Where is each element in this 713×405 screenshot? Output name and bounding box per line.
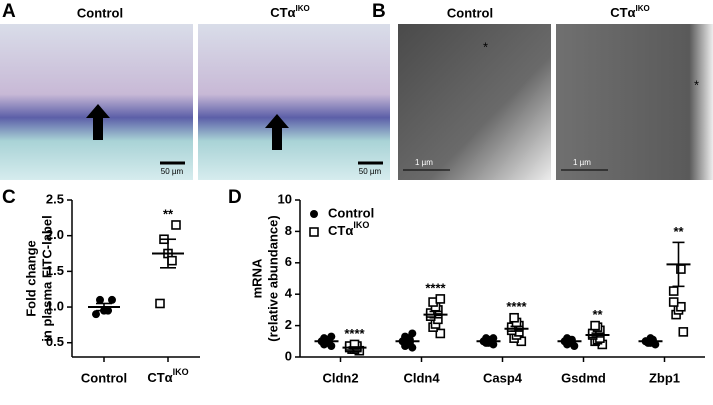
data-point: [310, 210, 318, 218]
y-axis-label: in plasma FITC-label: [39, 215, 54, 341]
title-sup: IKO: [296, 4, 310, 13]
image-marker: *: [694, 77, 699, 92]
y-tick-label: 1.0: [46, 298, 64, 313]
y-tick-label: 6: [285, 254, 292, 269]
panel-b: B Control CTαIKO * * 1 µm 1 µm: [372, 1, 713, 180]
data-point: [155, 298, 165, 309]
y-tick-label: 10: [278, 191, 292, 206]
y-tick-label: 2.5: [46, 191, 64, 206]
significance: ****: [506, 299, 527, 314]
panel-letter: A: [2, 1, 16, 22]
significance: **: [163, 206, 174, 221]
y-tick-label: 2.0: [46, 227, 64, 242]
micrograph: [398, 24, 551, 180]
significance: **: [592, 307, 603, 322]
legend-label: Control: [328, 205, 374, 220]
arrow: [86, 104, 110, 140]
x-tick-label: Gsdmd: [561, 370, 606, 385]
data-point: [668, 286, 679, 296]
x-tick-label: Control: [81, 370, 127, 385]
micrograph: [0, 24, 193, 180]
x-tick-label: Casp4: [483, 370, 523, 385]
y-axis-label: mRNA: [249, 258, 264, 298]
data-point: [590, 320, 600, 331]
data-point: [435, 328, 446, 339]
y-tick-label: 4: [285, 286, 293, 301]
data-point: [509, 312, 519, 323]
x-tick-label: Cldn2: [322, 370, 358, 385]
title-text: CTα: [270, 5, 295, 20]
image-marker: *: [483, 39, 488, 54]
panel-letter: C: [2, 187, 16, 208]
image-title: CTαIKO: [270, 4, 310, 20]
data-point: [167, 255, 177, 266]
scale-label: 50 µm: [161, 167, 184, 176]
data-point: [678, 327, 689, 337]
panel-letter: D: [228, 187, 242, 208]
title-text: CTα: [610, 5, 635, 20]
significance: ****: [344, 326, 365, 341]
data-point: [92, 310, 100, 319]
image-title: CTαIKO: [610, 4, 650, 20]
x-tick-label: Cldn4: [403, 370, 440, 385]
micrograph: [198, 24, 390, 180]
arrow: [265, 114, 289, 150]
panel-letter: B: [372, 1, 386, 22]
label-text: CTα: [147, 370, 172, 385]
x-tick-label: CTαIKO: [147, 367, 188, 385]
y-axis-label: (relative abundance): [265, 215, 280, 341]
significance: ****: [425, 280, 446, 295]
panel-a: A Control CTαIKO 50 µm 50 µm: [0, 1, 390, 180]
scale-label: 1 µm: [573, 158, 591, 167]
data-point: [435, 294, 446, 304]
data-point: [171, 220, 181, 230]
title-sup: IKO: [636, 4, 650, 13]
y-tick-label: 2: [285, 317, 292, 332]
significance: **: [673, 224, 684, 239]
micrograph: [556, 24, 713, 180]
data-point: [401, 332, 410, 341]
data-point: [309, 227, 319, 237]
y-tick-label: 0: [285, 348, 292, 363]
y-axis-label: Fold change: [23, 240, 38, 317]
y-tick-label: 1.5: [46, 263, 64, 278]
legend-label: CTαIKO: [328, 220, 369, 238]
label-sup: IKO: [353, 220, 369, 230]
data-point: [408, 329, 417, 338]
data-point: [96, 295, 104, 304]
scale-label: 50 µm: [359, 167, 382, 176]
label-text: CTα: [328, 223, 353, 238]
x-tick-label: Zbp1: [649, 370, 680, 385]
image-title: Control: [77, 5, 123, 20]
y-tick-label: 0.5: [46, 334, 64, 349]
label-sup: IKO: [173, 367, 189, 377]
data-point: [668, 297, 679, 307]
data-point: [327, 332, 336, 341]
data-point: [108, 295, 116, 304]
y-tick-label: 8: [285, 223, 292, 238]
image-title: Control: [447, 5, 493, 20]
scale-label: 1 µm: [415, 158, 433, 167]
